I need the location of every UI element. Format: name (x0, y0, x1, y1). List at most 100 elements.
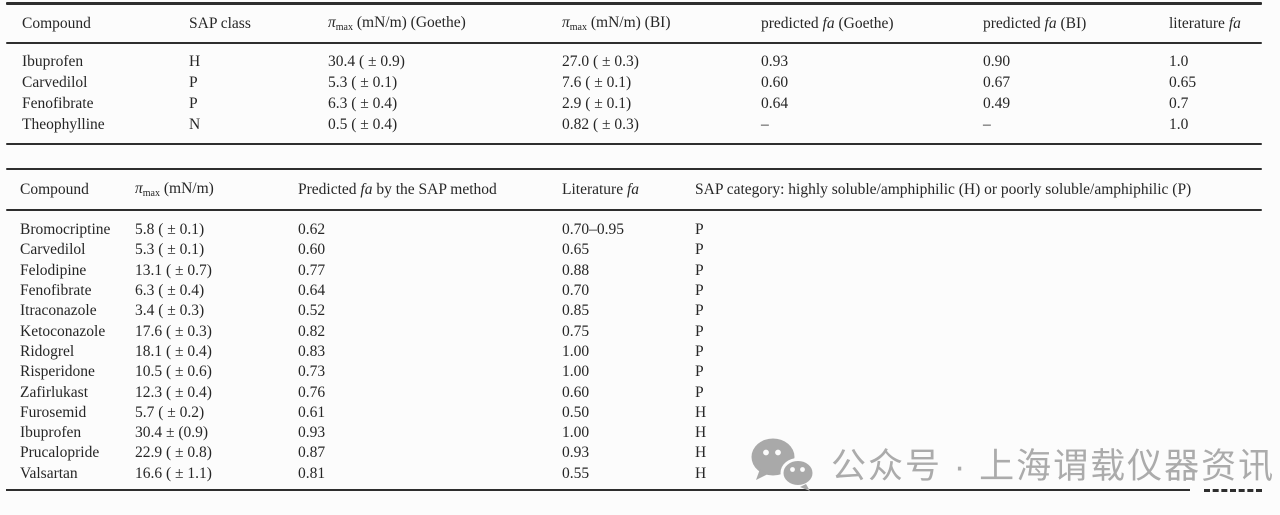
table-cell: 0.65 (562, 241, 590, 259)
table-row: Ibuprofen H 30.4 ( ± 0.9) 27.0 ( ± 0.3) 0.93… (6, 51, 1262, 72)
table-cell: 0.70 (562, 282, 590, 300)
table-cell: 0.82 ( ± 0.3) (562, 115, 639, 133)
table-cell: Bromocriptine (20, 221, 111, 239)
table-2: Compound πmax (mN/m) Predicted fa by the S… (6, 166, 1262, 492)
table-1-header-row: Compound SAP class πmax (mN/m) (Goethe) πma… (6, 5, 1262, 42)
table-row: Fenofibrate P 6.3 ( ± 0.4) 2.9 ( ± 0.1) 0.64… (6, 93, 1262, 114)
table-cell: P (695, 342, 704, 360)
table-cell: 0.60 (761, 73, 789, 91)
table-cell: 0.85 (562, 302, 590, 320)
table-cell: 7.6 ( ± 0.1) (562, 73, 632, 91)
table-cell: 0.87 (298, 444, 326, 462)
table-cell: 5.3 ( ± 0.1) (135, 241, 205, 259)
table-row: Prucalopride 22.9 ( ± 0.8) 0.87 0.93 H (6, 443, 1262, 463)
table-cell: P (695, 261, 704, 279)
table-cell: 0.55 (562, 464, 590, 482)
header-row: Compound πmax (mN/m) Predicted fa by the S… (6, 170, 1262, 209)
table-1-header-rule (6, 42, 1262, 44)
table-cell: Itraconazole (20, 302, 97, 320)
table-row: Carvedilol 5.3 ( ± 0.1) 0.60 0.65 P (6, 240, 1262, 260)
header-row: Compound SAP class πmax (mN/m) (Goethe) πma… (6, 5, 1262, 42)
table-row: Carvedilol P 5.3 ( ± 0.1) 7.6 ( ± 0.1) 0.60 0… (6, 72, 1262, 93)
table-cell: P (695, 282, 704, 300)
table-cell: Ridogrel (20, 342, 75, 360)
table-cell: 0.50 (562, 403, 590, 421)
table-cell: 30.4 ( ± 0.9) (328, 52, 405, 70)
table-row: Itraconazole 3.4 ( ± 0.3) 0.52 0.85 P (6, 301, 1262, 321)
table-cell: 3.4 ( ± 0.3) (135, 302, 205, 320)
table-cell: 0.60 (298, 241, 326, 259)
table-2-header-row: Compound πmax (mN/m) Predicted fa by the S… (6, 170, 1262, 209)
table-row: Ridogrel 18.1 ( ± 0.4) 0.83 1.00 P (6, 342, 1262, 362)
table-cell: Theophylline (22, 115, 105, 133)
table-cell: 0.70–0.95 (562, 221, 624, 239)
table-cell: Ibuprofen (20, 424, 82, 442)
table-cell: 0.49 (983, 94, 1011, 112)
table-cell: 0.93 (298, 424, 326, 442)
table-cell: 0.61 (298, 403, 326, 421)
table-cell: 0.60 (562, 383, 590, 401)
table-2-body: Bromocriptine 5.8 ( ± 0.1) 0.62 0.70–0.95 P C… (6, 211, 1262, 489)
table-2-header-rule (6, 209, 1262, 211)
table-cell: H (695, 424, 707, 442)
table-cell: 22.9 ( ± 0.8) (135, 444, 212, 462)
table-cell: 0.82 (298, 322, 326, 340)
table-row: Felodipine 13.1 ( ± 0.7) 0.77 0.88 P (6, 261, 1262, 281)
table-cell: P (189, 94, 198, 112)
table-cell: 0.77 (298, 261, 326, 279)
table-cell: Prucalopride (20, 444, 100, 462)
table-cell: 18.1 ( ± 0.4) (135, 342, 212, 360)
table-cell: P (695, 322, 704, 340)
column-header: predicted fa (Goethe) (761, 14, 894, 32)
table-cell: 12.3 ( ± 0.4) (135, 383, 212, 401)
table-cell: H (189, 52, 201, 70)
table-row: Ibuprofen 30.4 ± (0.9) 0.93 1.00 H (6, 423, 1262, 443)
table-cell: 5.7 ( ± 0.2) (135, 403, 205, 421)
table-cell: P (695, 383, 704, 401)
column-header: πmax (mN/m) (135, 180, 214, 199)
table-1-body: Ibuprofen H 30.4 ( ± 0.9) 27.0 ( ± 0.3) 0.93… (6, 44, 1262, 143)
table-cell: 30.4 ± (0.9) (135, 424, 209, 442)
table-cell: 0.81 (298, 464, 326, 482)
table-cell: Risperidone (20, 363, 95, 381)
table-row: Risperidone 10.5 ( ± 0.6) 0.73 1.00 P (6, 362, 1262, 382)
table-cell: H (695, 444, 707, 462)
column-header: πmax (mN/m) (BI) (562, 14, 671, 33)
column-header: SAP category: highly soluble/amphiphilic… (695, 180, 1192, 198)
table-cell: 0.5 ( ± 0.4) (328, 115, 398, 133)
table-cell: 0.93 (562, 444, 590, 462)
table-cell: 0.76 (298, 383, 326, 401)
column-header: Literature fa (562, 180, 640, 198)
table-row: Fenofibrate 6.3 ( ± 0.4) 0.64 0.70 P (6, 281, 1262, 301)
table-2-top-rule (6, 168, 1262, 170)
table-cell: 1.00 (562, 363, 590, 381)
table-cell: – (983, 115, 991, 133)
table-cell: Valsartan (20, 464, 78, 482)
table-cell: 1.00 (562, 342, 590, 360)
table-cell: 0.64 (298, 282, 326, 300)
table-row: Valsartan 16.6 ( ± 1.1) 0.81 0.55 H (6, 464, 1262, 484)
column-header: literature fa (1169, 14, 1241, 32)
bottom-rule-dashes (1204, 488, 1262, 492)
table-cell: 17.6 ( ± 0.3) (135, 322, 212, 340)
table-cell: 2.9 ( ± 0.1) (562, 94, 632, 112)
table-cell: 0.75 (562, 322, 590, 340)
table-cell: H (695, 403, 707, 421)
table-row: Bromocriptine 5.8 ( ± 0.1) 0.62 0.70–0.95 P (6, 220, 1262, 240)
column-header: Compound (22, 14, 91, 32)
table-cell: P (189, 73, 198, 91)
table-cell: Carvedilol (20, 241, 86, 259)
table-row: Furosemid 5.7 ( ± 0.2) 0.61 0.50 H (6, 403, 1262, 423)
table-cell: 13.1 ( ± 0.7) (135, 261, 212, 279)
table-cell: 0.73 (298, 363, 326, 381)
table-1: Compound SAP class πmax (mN/m) (Goethe) πma… (6, 0, 1262, 145)
table-cell: Fenofibrate (20, 282, 92, 300)
table-cell: 0.93 (761, 52, 789, 70)
column-header: Compound (20, 180, 89, 198)
table-cell: Felodipine (20, 261, 87, 279)
table-cell: Carvedilol (22, 73, 88, 91)
table-cell: 0.7 (1169, 94, 1189, 112)
table-cell: P (695, 363, 704, 381)
table-cell: N (189, 115, 201, 133)
table-cell: Furosemid (20, 403, 87, 421)
